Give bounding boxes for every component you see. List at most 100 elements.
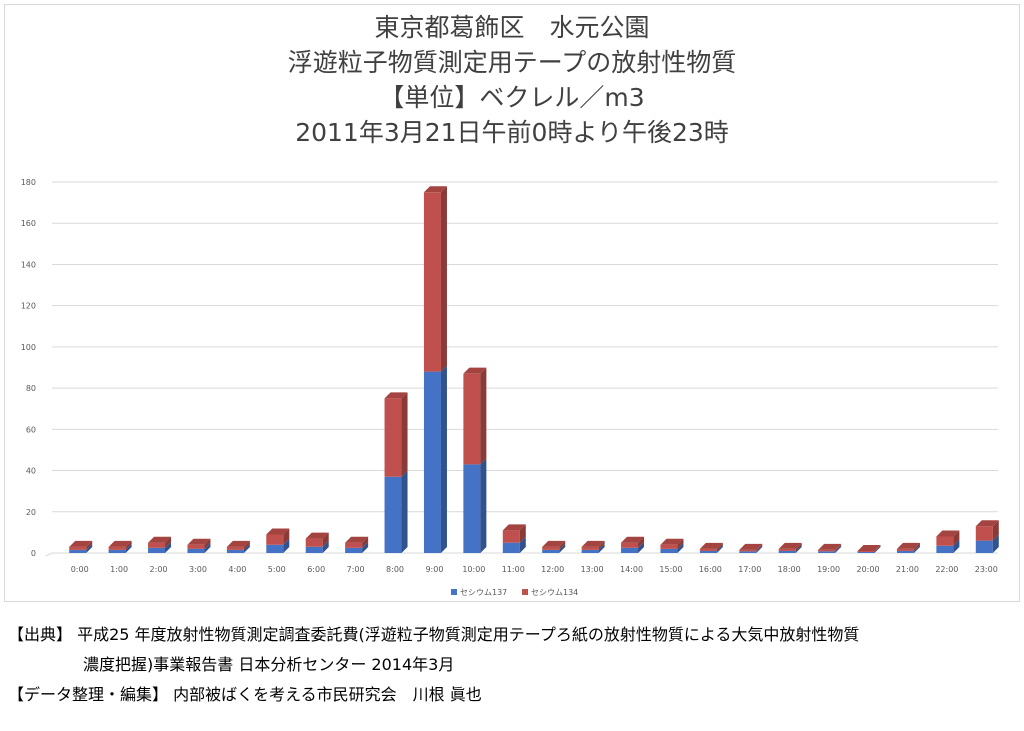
bar-segment-cs134 [266, 528, 290, 545]
bar-segment-cs134 [778, 542, 802, 551]
bar-segment-cs134 [423, 186, 447, 372]
bar-segment-cs137 [739, 545, 763, 553]
legend: セシウム137 セシウム134 [451, 588, 578, 597]
bar-segment-cs134 [621, 536, 645, 548]
bar-segment-cs134 [463, 367, 487, 465]
x-tick-label: 13:00 [581, 565, 604, 574]
x-tick-label: 2:00 [150, 565, 168, 574]
bar-segment-cs137 [148, 541, 172, 553]
source-line-2: 濃度把握)事業報告書 日本分析センター 2014年3月 [83, 655, 455, 674]
chart-title-line-4: 2011年3月21日午前0時より午後23時 [295, 118, 729, 147]
footer-credits: 【出典】 平成25 年度放射性物質測定調査委託費(浮遊粒子物質測定用テープろ紙の… [8, 620, 1018, 710]
bar-segment-cs137 [69, 543, 93, 553]
x-tick-label: 0:00 [71, 565, 89, 574]
x-tick-label: 10:00 [462, 565, 485, 574]
source-line-1: 【出典】 平成25 年度放射性物質測定調査委託費(浮遊粒子物質測定用テープろ紙の… [8, 625, 860, 644]
x-tick-label: 15:00 [659, 565, 682, 574]
bar-segment-cs134 [345, 536, 369, 548]
bar-segment-cs134 [699, 542, 723, 551]
bar-segment-cs137 [502, 536, 526, 553]
y-tick-label: 180 [21, 178, 36, 187]
editor-line: 【データ整理・編集】 内部被ばくを考える市民研究会 川根 眞也 [8, 685, 482, 704]
bar-segment-cs134 [896, 542, 920, 551]
floor-edge [45, 552, 53, 557]
bar-segment-cs134 [739, 543, 763, 552]
x-tick-label: 11:00 [502, 565, 525, 574]
x-tick-label: 5:00 [268, 565, 286, 574]
bar-segment-cs137 [818, 545, 842, 553]
x-tick-label: 8:00 [386, 565, 404, 574]
x-tick-label: 19:00 [817, 565, 840, 574]
bar-segment-cs137 [975, 534, 999, 553]
y-tick-label: 120 [21, 302, 36, 311]
y-tick-label: 20 [26, 508, 36, 517]
chart-frame [4, 4, 1020, 602]
y-tick-label: 100 [21, 343, 36, 352]
bar-segment-cs134 [975, 520, 999, 541]
y-tick-label: 60 [26, 425, 36, 434]
bar-segment-cs137 [266, 538, 290, 553]
bars [69, 186, 999, 553]
x-tick-label: 1:00 [110, 565, 128, 574]
bar-segment-cs134 [542, 540, 566, 550]
x-tick-label: 17:00 [738, 565, 761, 574]
bar-segment-cs137 [896, 544, 920, 553]
chart-title-line-3: 【単位】ベクレル／m3 [379, 83, 645, 112]
x-tick-label: 9:00 [425, 565, 443, 574]
y-tick-label: 160 [21, 219, 36, 228]
legend-label-cs134: セシウム134 [531, 588, 578, 597]
y-axis-tick-labels: 0 20 40 60 80 100 120 140 160 180 [21, 178, 36, 558]
bar-segment-cs137 [778, 544, 802, 553]
x-tick-label: 4:00 [228, 565, 246, 574]
x-tick-label: 16:00 [699, 565, 722, 574]
bar-segment-cs137 [463, 458, 487, 553]
x-axis-tick-labels: 0:00 1:00 2:00 3:00 4:00 5:00 6:00 7:00 8:00 9:00… [71, 565, 998, 574]
x-tick-label: 7:00 [347, 565, 365, 574]
x-tick-label: 3:00 [189, 565, 207, 574]
bar-segment-cs137 [936, 539, 960, 553]
legend-swatch-cs137 [451, 589, 457, 595]
bar-segment-cs134 [226, 540, 250, 550]
bar-segment-cs134 [581, 540, 605, 550]
y-tick-label: 0 [31, 549, 36, 558]
bar-segment-cs137 [423, 365, 447, 553]
bar-segment-cs137 [384, 470, 408, 553]
bar-segment-cs137 [660, 542, 684, 553]
y-tick-label: 80 [26, 384, 36, 393]
bar-segment-cs134 [148, 536, 172, 548]
bar-segment-cs137 [699, 544, 723, 553]
y-tick-label: 140 [21, 260, 36, 269]
bar-segment-cs134 [187, 538, 211, 549]
chart-title-line-1: 東京都葛飾区 水元公園 [374, 13, 650, 42]
x-tick-label: 23:00 [975, 565, 998, 574]
bar-segment-cs134 [502, 524, 526, 543]
bar-segment-cs137 [621, 541, 645, 553]
stacked-bar-chart: 0 20 40 60 80 100 120 140 160 180 0:00 1:00 2:00 3:0… [21, 178, 999, 597]
bar-segment-cs137 [345, 541, 369, 553]
chart-title-block: 東京都葛飾区 水元公園 浮遊粒子物質測定用テープの放射性物質 【単位】ベクレル／… [0, 10, 1024, 150]
x-tick-label: 22:00 [935, 565, 958, 574]
x-tick-label: 21:00 [896, 565, 919, 574]
bar-segment-cs134 [384, 392, 408, 477]
bar-segment-cs134 [857, 544, 881, 552]
bar-segment-cs137 [187, 542, 211, 553]
bar-segment-cs137 [108, 543, 132, 553]
bar-segment-cs134 [108, 540, 132, 550]
x-tick-label: 6:00 [307, 565, 325, 574]
legend-label-cs137: セシウム137 [460, 588, 507, 597]
bar-segment-cs137 [305, 540, 329, 553]
y-tick-label: 40 [26, 467, 36, 476]
bar-segment-cs134 [305, 532, 329, 547]
bar-segment-cs137 [581, 543, 605, 553]
x-tick-label: 20:00 [857, 565, 880, 574]
x-tick-label: 18:00 [778, 565, 801, 574]
x-tick-label: 12:00 [541, 565, 564, 574]
gridlines [45, 181, 998, 557]
bar-segment-cs137 [857, 545, 881, 553]
bar-segment-cs134 [818, 543, 842, 552]
bar-segment-cs137 [226, 543, 250, 553]
legend-swatch-cs134 [522, 589, 528, 595]
bar-segment-cs134 [936, 530, 960, 546]
chart-title-line-2: 浮遊粒子物質測定用テープの放射性物質 [287, 48, 737, 77]
x-tick-label: 14:00 [620, 565, 643, 574]
